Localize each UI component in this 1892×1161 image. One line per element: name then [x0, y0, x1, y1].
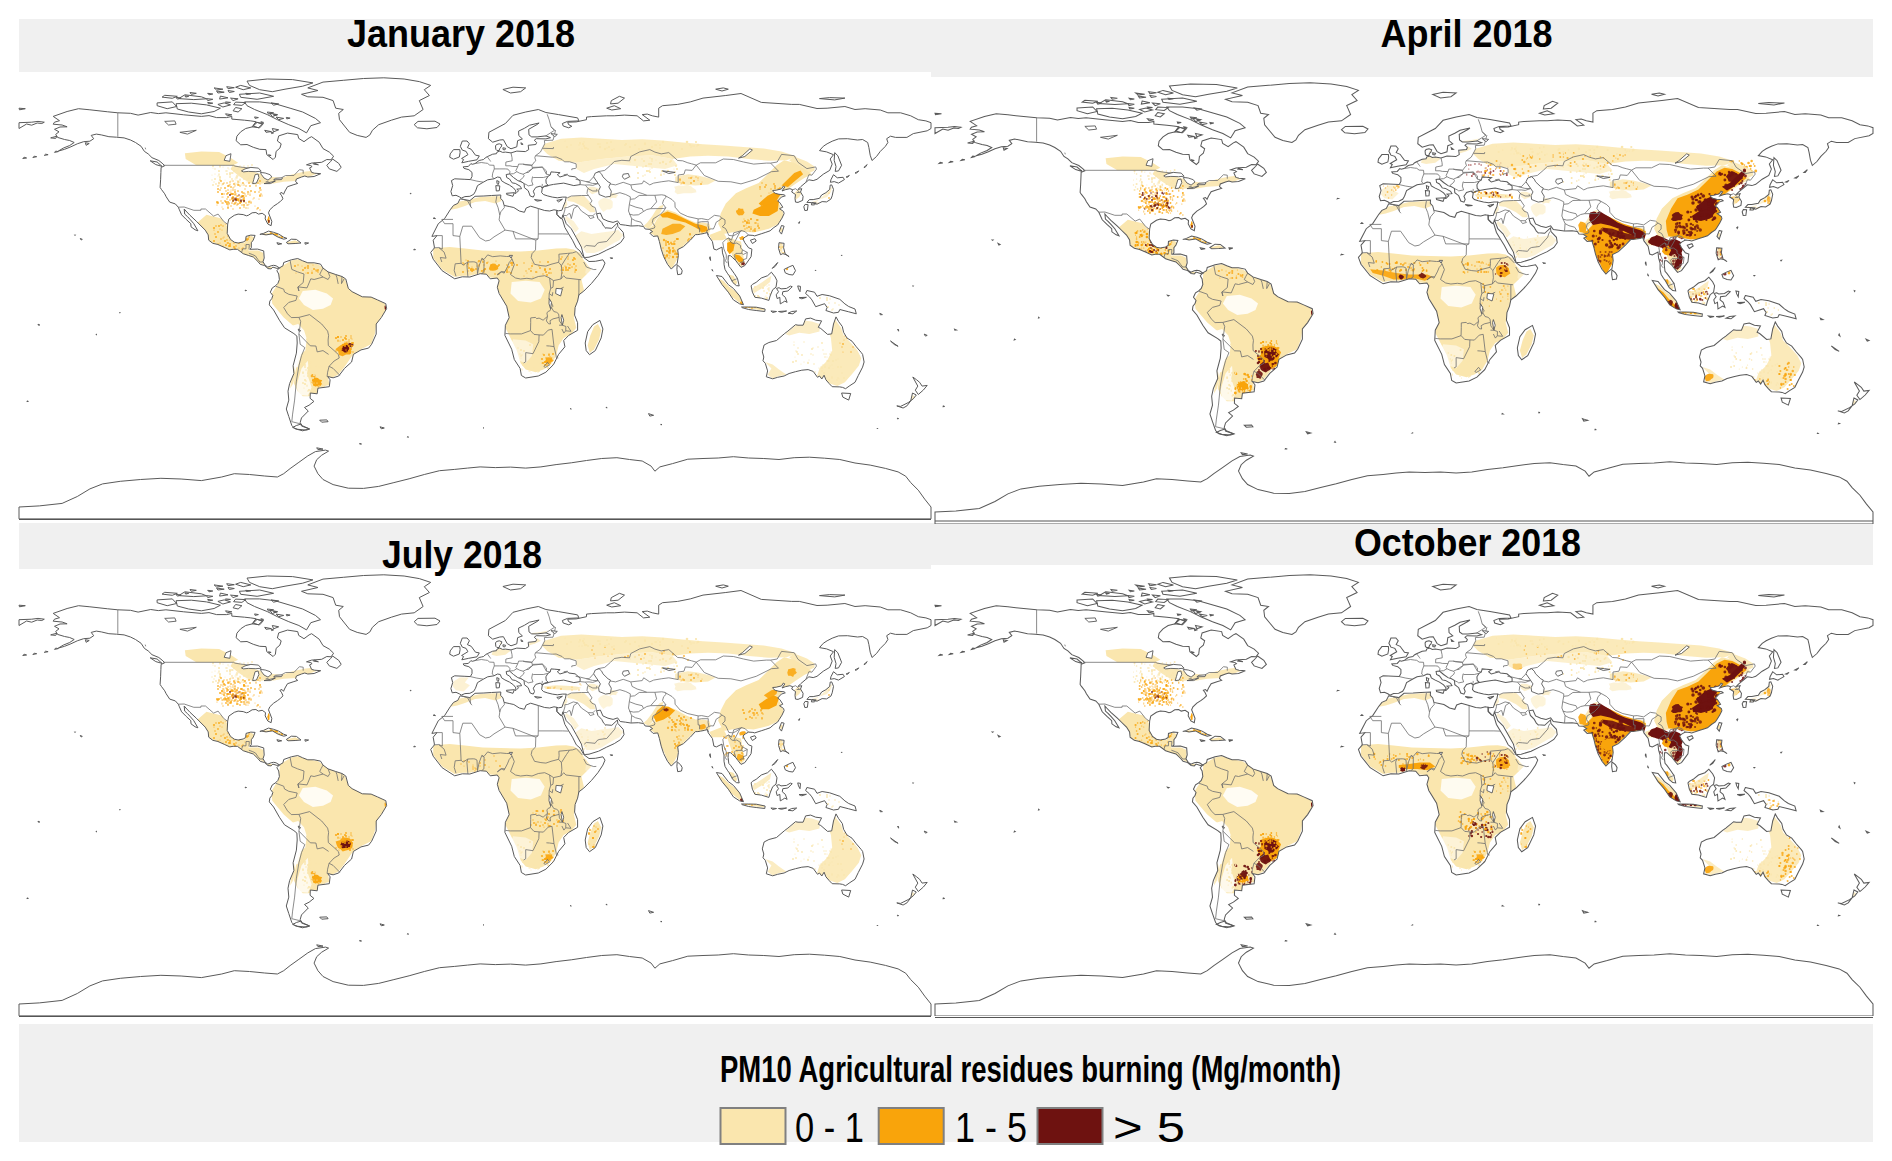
svg-text:0 - 1: 0 - 1: [795, 1103, 864, 1151]
svg-text:October 2018: October 2018: [1354, 522, 1581, 564]
svg-text:> 5: > 5: [1113, 1103, 1185, 1151]
svg-text:PM10 Agricultural residues bur: PM10 Agricultural residues burning (Mg/m…: [720, 1049, 1341, 1090]
svg-text:1 - 5: 1 - 5: [955, 1103, 1027, 1151]
svg-text:April 2018: April 2018: [1381, 13, 1553, 55]
svg-text:July 2018: July 2018: [382, 534, 542, 576]
svg-text:January 2018: January 2018: [347, 13, 575, 55]
